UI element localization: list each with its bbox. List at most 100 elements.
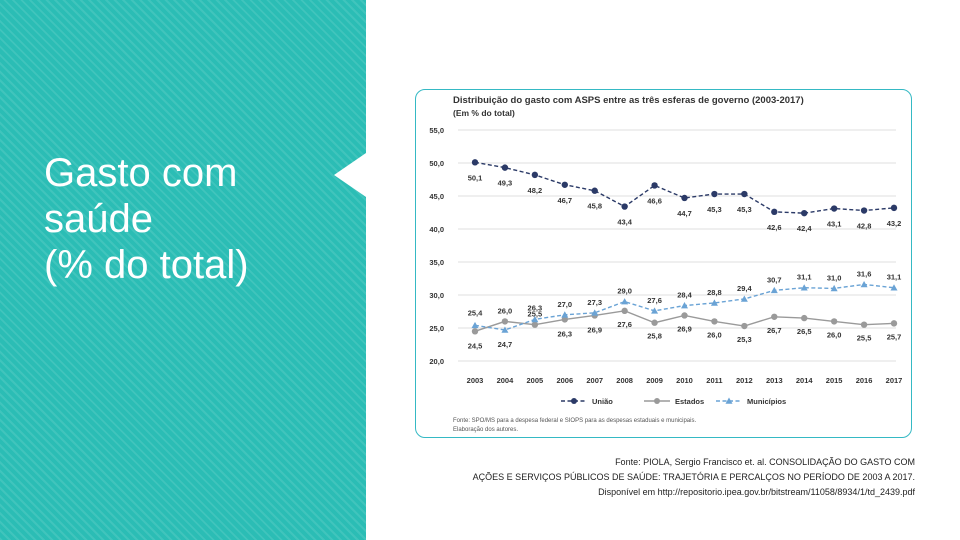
x-tick-label: 2005 [527,376,544,385]
chart-title: Distribuição do gasto com ASPS entre as … [453,95,804,106]
x-tick-label: 2012 [736,376,753,385]
data-label: 28,8 [707,288,722,297]
data-point [501,326,509,333]
data-label: 27,6 [617,320,632,329]
data-point [471,321,479,329]
data-label: 45,3 [737,205,752,214]
data-point [830,284,838,292]
data-point [771,208,778,216]
data-point [681,312,688,319]
data-point [531,315,539,323]
data-label: 43,4 [617,218,632,227]
x-tick-label: 2017 [886,376,903,385]
legend-marker [571,398,577,404]
y-tick-label: 40,0 [429,225,444,234]
data-point [830,205,838,212]
data-label: 46,7 [557,196,572,205]
data-label: 50,1 [468,173,483,182]
panel-notch [334,153,366,197]
data-point [561,311,569,318]
data-label: 45,8 [587,202,602,211]
data-point [651,319,658,326]
data-point [830,318,838,325]
data-point [711,190,718,198]
data-point [860,321,868,328]
data-label: 28,4 [677,291,692,300]
data-point [531,171,539,179]
legend-label: União [592,397,613,406]
data-point [741,322,748,330]
data-label: 24,7 [498,340,513,349]
chart-note-line-2: Elaboração dos autores. [453,427,518,433]
data-label: 25,8 [647,332,662,341]
legend-marker [654,398,660,404]
data-point [501,318,509,325]
data-point [621,203,628,210]
data-label: 29,4 [737,284,752,293]
data-label: 27,0 [557,300,572,309]
data-label: 27,3 [587,298,602,307]
data-label: 42,8 [857,222,872,231]
slide-title-line-3: (% do total) [44,243,249,287]
data-point [711,318,718,325]
source-citation: Fonte: PIOLA, Sergio Francisco et. al. C… [400,455,915,500]
x-tick-label: 2010 [676,376,693,385]
data-point [741,190,748,198]
x-tick-label: 2013 [766,376,783,385]
data-label: 31,1 [797,273,812,282]
legend-marker [725,397,733,404]
y-tick-label: 30,0 [429,291,444,300]
chart-note-line-1: Fonte: SPO/MS para a despesa federal e S… [453,418,696,424]
data-label: 43,2 [887,219,902,228]
data-point [890,284,898,291]
data-point [800,284,808,291]
x-tick-label: 2006 [556,376,573,385]
data-label: 25,5 [528,310,543,319]
y-tick-label: 45,0 [429,192,444,201]
y-tick-label: 25,0 [429,324,444,333]
data-label: 26,7 [767,326,782,335]
data-label: 26,9 [587,325,602,334]
y-tick-label: 50,0 [429,159,444,168]
slide-title-line-1: Gasto com [44,151,238,195]
data-label: 25,7 [887,332,902,341]
data-label: 26,3 [528,303,543,312]
x-tick-label: 2011 [706,376,722,385]
data-label: 25,5 [857,334,872,343]
data-point [591,187,598,194]
source-line-1: Fonte: PIOLA, Sergio Francisco et. al. C… [615,457,915,467]
data-point [471,159,479,166]
data-label: 25,3 [737,335,752,344]
data-label: 27,6 [647,296,662,305]
x-tick-label: 2004 [497,376,515,385]
data-label: 26,0 [827,330,842,339]
y-tick-label: 35,0 [429,258,444,267]
data-label: 26,0 [498,306,513,315]
y-tick-label: 20,0 [429,357,444,366]
data-label: 45,3 [707,205,722,214]
source-line-3: Disponível em http://repositorio.ipea.go… [598,487,915,497]
data-label: 42,6 [767,223,782,232]
data-point [681,302,688,309]
x-tick-label: 2009 [646,376,663,385]
x-tick-label: 2016 [856,376,873,385]
data-point [801,209,808,217]
source-line-2: AÇÕES E SERVIÇOS PÚBLICOS DE SAÚDE: TRAJ… [472,472,915,482]
x-tick-label: 2014 [796,376,814,385]
data-point [591,309,599,316]
x-tick-label: 2008 [616,376,633,385]
data-point [621,307,628,315]
data-label: 24,5 [468,341,483,350]
legend-label: Municípios [747,397,786,406]
data-point [740,295,748,302]
series-line-união [474,161,895,214]
data-point [681,194,688,202]
data-point [501,164,509,171]
data-label: 44,7 [677,209,692,218]
data-label: 42,4 [797,224,812,233]
data-label: 26,3 [557,329,572,338]
data-point [770,286,778,294]
x-tick-label: 2007 [586,376,603,385]
slide-title-line-2: saúde [44,197,153,241]
data-point [890,320,898,327]
